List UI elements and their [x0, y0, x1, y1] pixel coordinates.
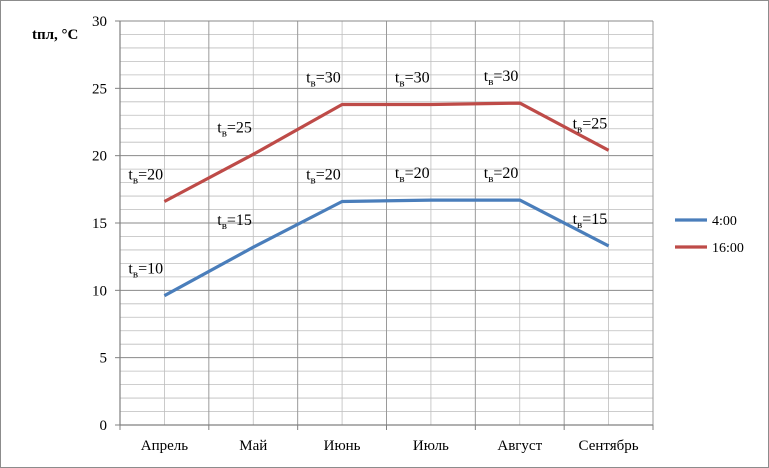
x-tick-label: Июль — [413, 438, 449, 454]
y-tick-label: 10 — [92, 283, 107, 299]
legend: 4:00 16:00 — [675, 214, 744, 256]
y-tick-label: 20 — [92, 149, 107, 165]
data-label: tв=30 — [395, 69, 430, 89]
legend-entry: 16:00 — [712, 241, 744, 256]
series-line-1 — [163, 101, 610, 203]
data-label: tв=30 — [484, 68, 519, 88]
data-label: tв=15 — [217, 212, 252, 232]
series-line-0 — [163, 198, 610, 298]
data-label: tв=25 — [573, 115, 608, 135]
series-lines — [163, 101, 610, 298]
y-tick-label: 30 — [92, 14, 107, 30]
x-tick-label: Июнь — [324, 438, 361, 454]
x-tick-label: Апрель — [141, 438, 189, 454]
x-tick-label: Сентябрь — [579, 438, 639, 454]
axes: tпл, °C 0 5 10 15 20 25 30 Апрель Май Июнь Июль Авг… — [32, 14, 654, 454]
data-annotations: tв=10 tв=15 tв=20 tв=20 tв=20 tв=15 tв=20 tв=25… — [128, 68, 607, 281]
x-tick-label: Май — [239, 438, 267, 454]
x-tick-label: Август — [497, 438, 542, 454]
y-tick-label: 25 — [92, 81, 107, 97]
data-label: tв=20 — [484, 165, 519, 185]
y-tick-label: 15 — [92, 216, 107, 232]
y-tick-label: 0 — [100, 418, 108, 434]
data-label: tв=20 — [306, 166, 341, 186]
data-label: tв=15 — [573, 211, 608, 231]
y-axis-label: tпл, °C — [32, 27, 78, 43]
data-label: tв=30 — [306, 69, 341, 89]
data-label: tв=20 — [128, 166, 163, 186]
data-label: tв=20 — [395, 165, 430, 185]
legend-entry: 4:00 — [712, 214, 737, 229]
data-label: tв=10 — [128, 261, 163, 281]
y-tick-label: 5 — [100, 351, 108, 367]
data-label: tв=25 — [217, 119, 252, 139]
